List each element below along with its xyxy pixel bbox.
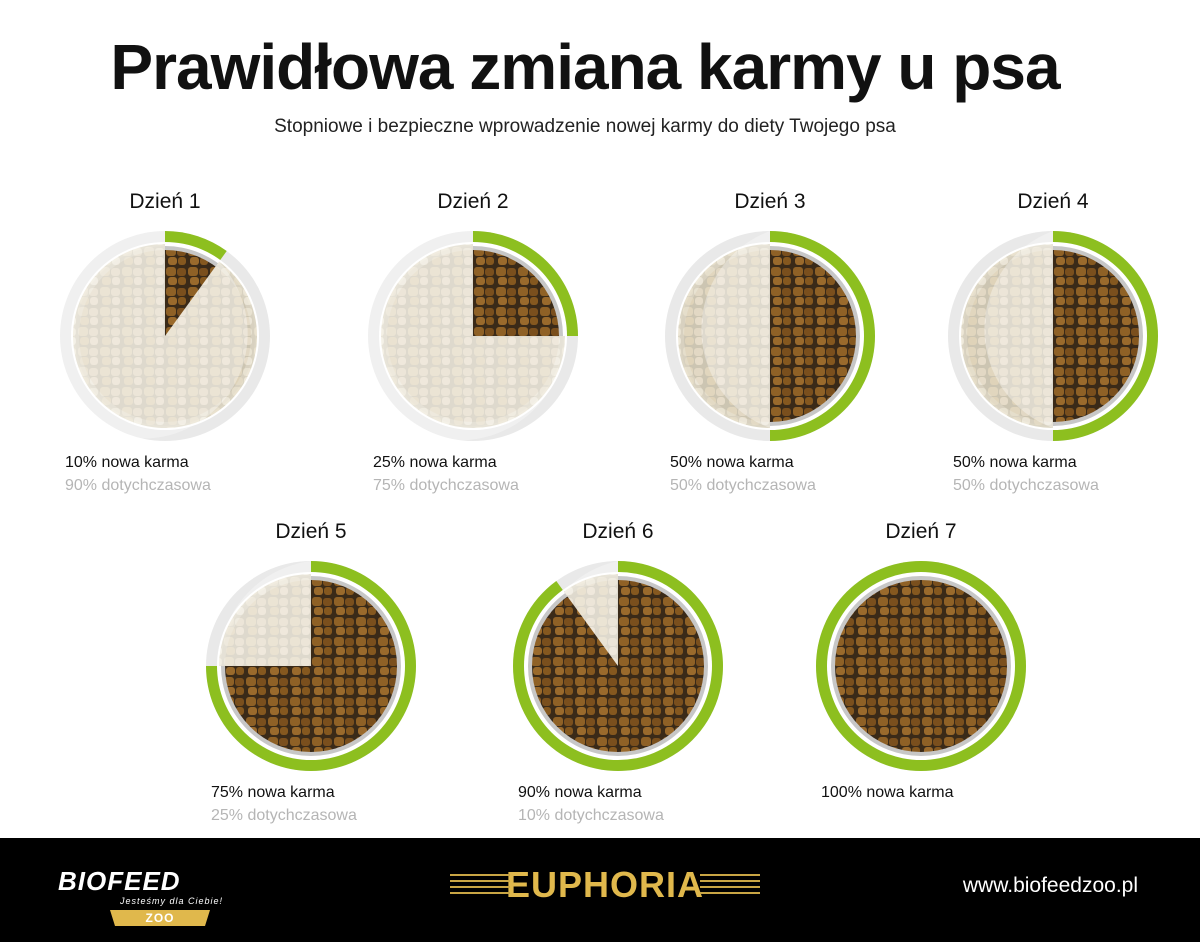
old-food-fade bbox=[701, 231, 770, 428]
bowl-chart bbox=[55, 228, 270, 441]
page-subtitle: Stopniowe i bezpieczne wprowadzenie nowe… bbox=[274, 116, 896, 137]
old-food-label: 75% dotychczasowa bbox=[373, 477, 519, 494]
old-food-label: 50% dotychczasowa bbox=[953, 477, 1099, 494]
new-food-label: 75% nowa karma bbox=[211, 784, 335, 801]
biofeed-logo: BIOFEED Jesteśmy dla Ciebie! ZOO bbox=[58, 866, 222, 926]
old-food-fade bbox=[363, 230, 565, 441]
new-food-label: 90% nowa karma bbox=[518, 784, 642, 801]
new-food-kibble bbox=[835, 580, 1007, 752]
new-food-label: 50% nowa karma bbox=[670, 454, 794, 471]
day-title: Dzień 5 bbox=[275, 520, 347, 543]
new-food-label: 25% nowa karma bbox=[373, 454, 497, 471]
day-title: Dzień 4 bbox=[1017, 190, 1089, 213]
old-food-fade bbox=[563, 561, 618, 666]
day-title: Dzień 2 bbox=[437, 190, 509, 213]
wing-left-icon bbox=[450, 874, 510, 898]
brand-name: BIOFEED bbox=[58, 866, 181, 896]
product-name: EUPHORIA bbox=[505, 864, 705, 905]
old-food-label: 10% dotychczasowa bbox=[518, 807, 664, 824]
old-food-label: 50% dotychczasowa bbox=[670, 477, 816, 494]
bowl-chart bbox=[363, 230, 578, 441]
day-title: Dzień 3 bbox=[734, 190, 806, 213]
day-title: Dzień 1 bbox=[129, 190, 201, 213]
old-food-overlay bbox=[219, 574, 311, 666]
old-food-overlay bbox=[961, 244, 1053, 428]
page-title: Prawidłowa zmiana karmy u psa bbox=[110, 31, 1060, 103]
wing-right-icon bbox=[700, 874, 760, 898]
brand-zoo: ZOO bbox=[110, 910, 210, 926]
day-title: Dzień 6 bbox=[582, 520, 654, 543]
old-food-fade bbox=[55, 228, 248, 439]
old-food-overlay bbox=[381, 244, 565, 428]
new-food-label: 100% nowa karma bbox=[821, 784, 954, 801]
bowl-chart bbox=[665, 231, 875, 441]
day-title: Dzień 7 bbox=[885, 520, 957, 543]
old-food-overlay bbox=[563, 574, 618, 666]
old-food-fade bbox=[984, 231, 1053, 428]
old-food-overlay bbox=[73, 244, 257, 428]
footer: BIOFEED Jesteśmy dla Ciebie! ZOO EUPHORI… bbox=[0, 838, 1200, 942]
new-food-label: 10% nowa karma bbox=[65, 454, 189, 471]
euphoria-logo: EUPHORIA bbox=[450, 864, 760, 906]
bowl-chart bbox=[948, 231, 1158, 441]
old-food-label: 25% dotychczasowa bbox=[211, 807, 357, 824]
website-link[interactable]: www.biofeedzoo.pl bbox=[962, 874, 1138, 897]
brand-tagline: Jesteśmy dla Ciebie! bbox=[120, 896, 224, 906]
old-food-overlay bbox=[678, 244, 770, 428]
old-food-label: 90% dotychczasowa bbox=[65, 477, 211, 494]
new-food-label: 50% nowa karma bbox=[953, 454, 1077, 471]
bowl-chart bbox=[513, 561, 723, 771]
bowl-chart bbox=[206, 561, 416, 771]
old-food-fade bbox=[218, 561, 311, 666]
bowl-chart bbox=[816, 561, 1026, 771]
